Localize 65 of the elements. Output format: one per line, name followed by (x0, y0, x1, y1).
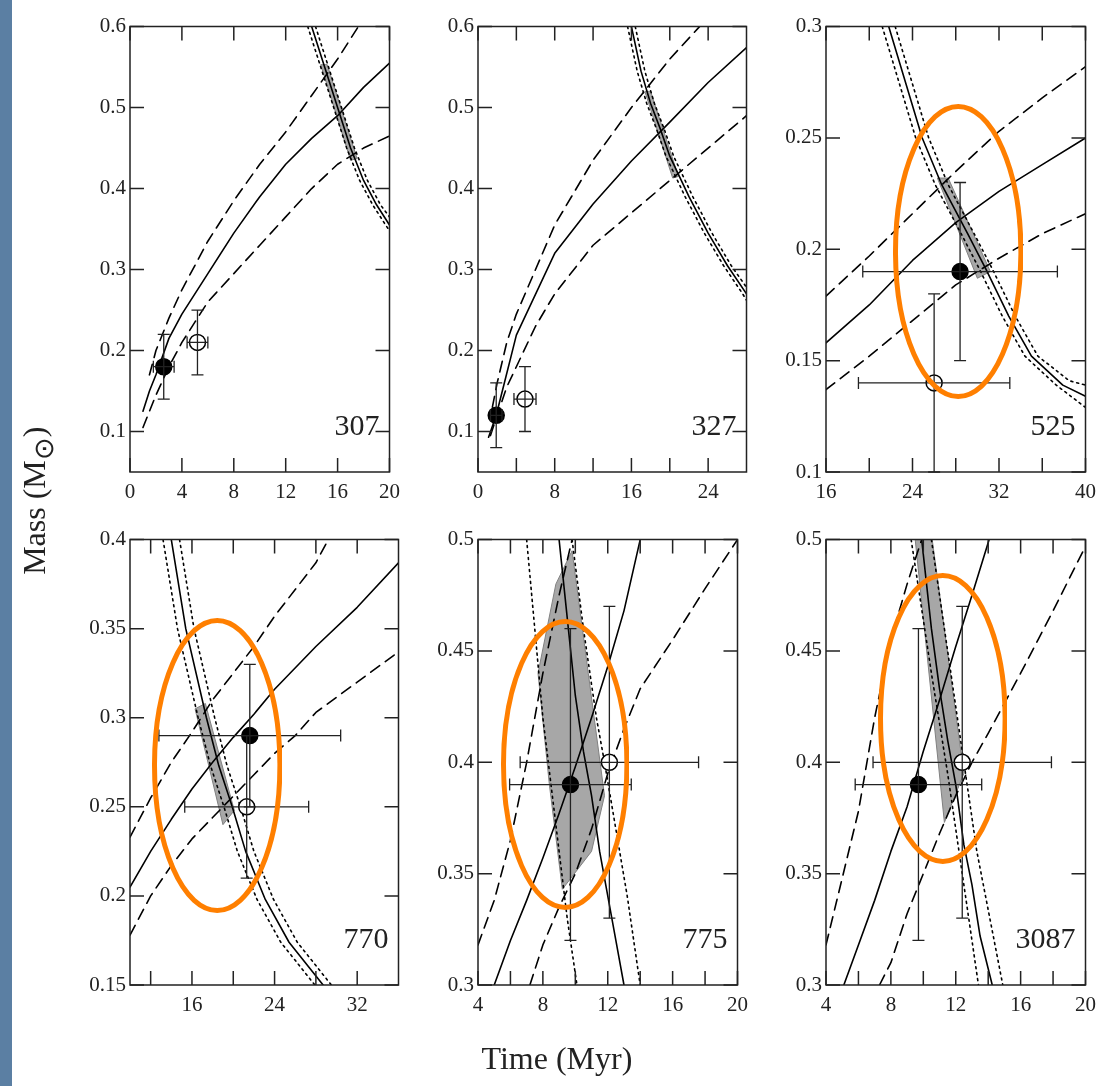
y-tick-label: 0.4 (447, 748, 475, 773)
x-tick-label: 16 (662, 992, 684, 1017)
annotation: 3087 (1015, 920, 1076, 954)
y-tick-label: 0.4 (447, 175, 475, 200)
x-tick-label: 16 (181, 992, 203, 1017)
y-tick-label: 0.3 (447, 971, 474, 996)
x-tick-label: 24 (264, 992, 286, 1017)
annotation: 775 (682, 920, 728, 954)
x-tick-label: 4 (176, 479, 188, 504)
y-tick-label: 0.5 (447, 94, 474, 119)
y-tick-label: 0.2 (447, 337, 474, 362)
x-tick-label: 8 (537, 992, 549, 1017)
y-tick-label: 0.15 (785, 347, 822, 372)
x-tick-label: 4 (820, 992, 832, 1017)
y-tick-label: 0.35 (437, 860, 474, 885)
y-tick-label: 0.2 (795, 235, 822, 260)
y-tick-label: 0.25 (785, 124, 822, 149)
x-tick-label: 0 (472, 479, 484, 504)
x-axis-title: Time (Myr) (481, 1040, 633, 1077)
x-tick-label: 8 (549, 479, 560, 504)
y-tick-label: 0.5 (795, 526, 822, 551)
x-tick-label: 8 (228, 479, 240, 504)
y-tick-label: 0.3 (447, 256, 474, 281)
x-tick-label: 20 (1075, 992, 1096, 1017)
annotation: 770 (343, 920, 389, 954)
annotation: 327 (691, 407, 737, 441)
y-tick-label: 0.6 (99, 13, 126, 38)
y-tick-label: 0.3 (795, 971, 822, 996)
x-tick-label: 32 (988, 479, 1010, 504)
annotation: 307 (334, 407, 380, 441)
y-tick-label: 0.25 (89, 793, 126, 818)
y-tick-label: 0.3 (99, 704, 126, 729)
x-tick-label: 12 (945, 992, 967, 1017)
x-tick-label: 16 (327, 479, 349, 504)
y-tick-label: 0.5 (447, 526, 474, 551)
x-tick-label: 24 (697, 479, 720, 504)
y-tick-label: 0.35 (89, 615, 126, 640)
x-tick-label: 12 (597, 992, 619, 1017)
y-tick-label: 0.2 (99, 882, 126, 907)
y-tick-label: 0.3 (99, 256, 126, 281)
x-tick-label: 20 (727, 992, 748, 1017)
y-tick-label: 0.45 (785, 637, 822, 662)
x-tick-label: 20 (379, 479, 400, 504)
y-tick-label: 0.4 (795, 748, 823, 773)
y-tick-label: 0.6 (447, 13, 474, 38)
y-tick-label: 0.3 (795, 13, 822, 38)
y-tick-label: 0.4 (99, 175, 127, 200)
x-tick-label: 40 (1075, 479, 1096, 504)
y-tick-label: 0.15 (89, 971, 126, 996)
x-tick-label: 32 (346, 992, 368, 1017)
x-tick-label: 12 (275, 479, 297, 504)
annotation: 525 (1030, 407, 1076, 441)
y-tick-label: 0.1 (447, 418, 474, 443)
y-tick-label: 0.1 (99, 418, 126, 443)
y-tick-label: 0.5 (99, 94, 126, 119)
x-tick-label: 4 (472, 992, 484, 1017)
y-tick-label: 0.35 (785, 860, 822, 885)
x-tick-label: 8 (885, 992, 897, 1017)
y-tick-label: 0.4 (99, 526, 127, 551)
y-tick-label: 0.2 (99, 337, 126, 362)
x-tick-label: 16 (1010, 992, 1032, 1017)
x-tick-label: 16 (620, 479, 642, 504)
y-tick-label: 0.45 (437, 637, 474, 662)
x-tick-label: 0 (124, 479, 136, 504)
x-tick-label: 24 (902, 479, 924, 504)
